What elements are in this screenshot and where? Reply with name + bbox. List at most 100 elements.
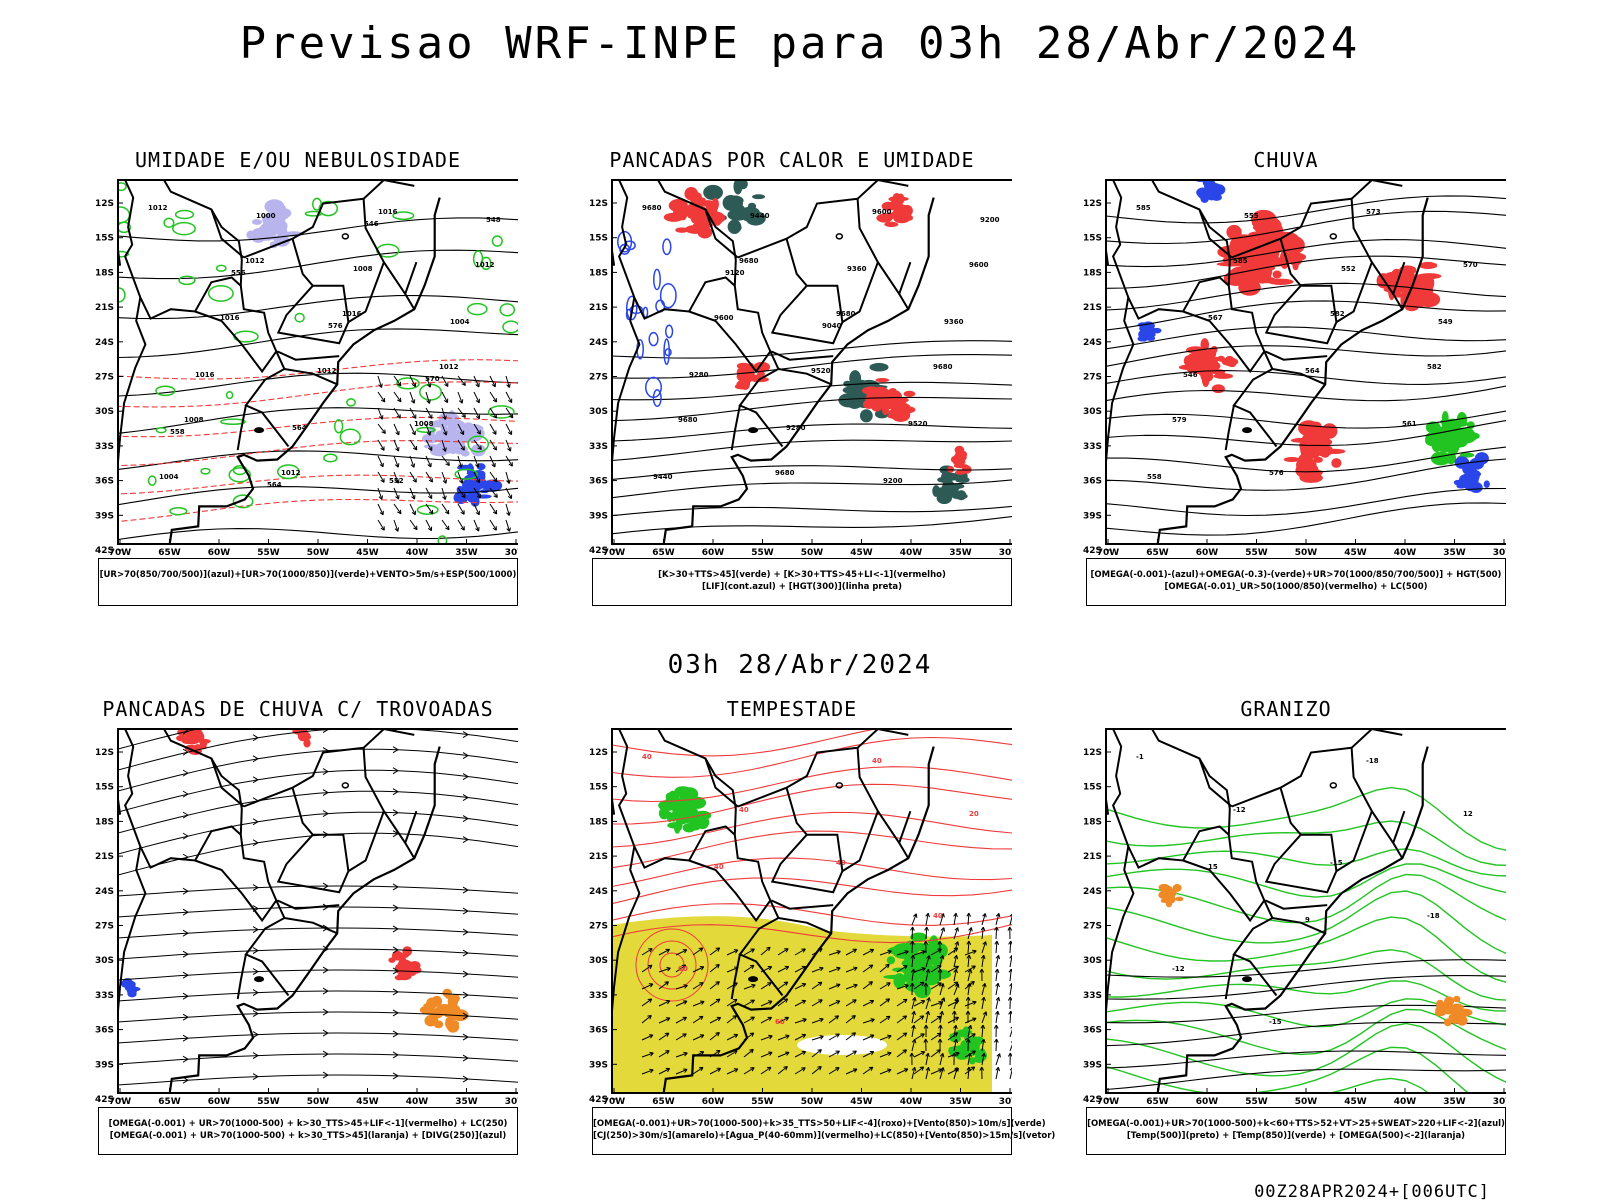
field-cell xyxy=(1419,262,1438,269)
map-umidade: 1012101210161012100810121016101210161012… xyxy=(78,176,518,556)
field-cell xyxy=(1204,363,1220,369)
lon-tick-label: 65W xyxy=(652,548,675,556)
lon-tick-label: 35W xyxy=(455,1097,478,1105)
lat-tick-label: 27S xyxy=(95,373,114,383)
lon-tick-label: 40W xyxy=(406,1097,429,1105)
lat-tick-label: 24S xyxy=(589,887,608,897)
lat-tick-label: 33S xyxy=(589,442,608,452)
coastline-west xyxy=(1066,741,1108,1093)
lon-tick-label: 70W xyxy=(109,548,132,556)
field-cell xyxy=(955,470,966,475)
field-cell xyxy=(1431,452,1451,466)
lon-tick-label: 30W xyxy=(505,548,518,556)
field-cell xyxy=(752,194,765,199)
contour-label: 558 xyxy=(170,428,185,436)
lat-tick-label: 18S xyxy=(589,268,608,278)
field-cell xyxy=(1417,292,1440,307)
contour-label: 1012 xyxy=(439,363,459,371)
coastline-west xyxy=(1066,192,1108,544)
contour-label: 552 xyxy=(389,477,404,485)
legend-line: [CJ(250)>30m/s](amarelo)+[Agua_P(40-60mm… xyxy=(593,1130,1011,1142)
contour-label: 60 xyxy=(775,1018,785,1026)
lon-tick-label: 60W xyxy=(208,1097,231,1105)
contour-label: 1008 xyxy=(184,416,204,424)
lake xyxy=(748,427,758,433)
lat-tick-label: 15S xyxy=(1083,783,1102,793)
lat-tick-label: 33S xyxy=(95,442,114,452)
lat-tick-label: 24S xyxy=(1083,887,1102,897)
lon-tick-label: 70W xyxy=(1097,548,1120,556)
lon-tick-label: 60W xyxy=(208,548,231,556)
contour-label: 9600 xyxy=(872,208,892,216)
lake xyxy=(748,976,758,982)
field-cell xyxy=(951,455,962,463)
field-cell xyxy=(734,224,741,231)
field-cell xyxy=(737,375,748,381)
lake xyxy=(254,427,264,433)
forecast-time: 03h 28/Abr/2024 xyxy=(0,650,1600,680)
lat-tick-label: 12S xyxy=(1083,748,1102,758)
field-cell xyxy=(446,995,459,999)
lon-tick-label: 55W xyxy=(257,1097,280,1105)
lat-tick-label: 36S xyxy=(1083,1026,1102,1036)
lat-tick-label: 15S xyxy=(589,234,608,244)
lon-tick-label: 60W xyxy=(1196,548,1219,556)
legend-line: [OMEGA(-0.01)_UR>50(1000/850)(vermelho) … xyxy=(1087,581,1505,593)
contour-label: 40 xyxy=(739,806,749,814)
field-cell xyxy=(703,185,723,200)
lon-tick-label: 65W xyxy=(1146,548,1169,556)
lat-tick-label: 30S xyxy=(1083,407,1102,417)
field-cell xyxy=(748,203,756,210)
field-cell xyxy=(265,223,280,232)
field-cell xyxy=(1424,275,1435,291)
field-cell xyxy=(1307,469,1323,476)
lat-tick-label: 30S xyxy=(589,956,608,966)
lat-tick-label: 24S xyxy=(1083,338,1102,348)
field-cell xyxy=(1322,423,1338,438)
field-cell xyxy=(955,477,969,483)
lat-tick-label: 33S xyxy=(1083,442,1102,452)
legend-line: [OMEGA(-0.001) + UR>70(1000-500) + k>30_… xyxy=(99,1130,517,1142)
lat-tick-label: 24S xyxy=(95,887,114,897)
contour-label: 585 xyxy=(1233,257,1248,265)
field-cell xyxy=(893,193,901,202)
contour-label: 9200 xyxy=(980,216,1000,224)
coastline-west xyxy=(572,192,614,544)
contour-label: 558 xyxy=(1147,473,1162,481)
lon-tick-label: 50W xyxy=(1295,1097,1318,1105)
contour-label: 564 xyxy=(1305,367,1320,375)
map-chuva: 5855855825825795765735705675645615585555… xyxy=(1066,176,1506,556)
field-cell xyxy=(1224,356,1234,367)
lat-tick-label: 27S xyxy=(95,922,114,932)
field-cell xyxy=(278,205,286,215)
field-cell xyxy=(1462,464,1476,476)
contour-label: 9520 xyxy=(908,420,928,428)
lat-tick-label: 12S xyxy=(1083,199,1102,209)
contour-label: 60 xyxy=(678,965,688,973)
contour-label: 1016 xyxy=(195,371,215,379)
legend-box: [OMEGA(-0.001)-(azul)+OMEGA(-0.3)-(verde… xyxy=(1086,558,1506,606)
lon-tick-label: 50W xyxy=(307,548,330,556)
lat-tick-label: 15S xyxy=(589,783,608,793)
field-cell xyxy=(956,464,969,468)
lat-tick-label: 27S xyxy=(589,373,608,383)
contour-label: 1012 xyxy=(475,261,495,269)
field-cell xyxy=(1212,384,1225,393)
lake xyxy=(1242,976,1252,982)
lat-tick-label: 15S xyxy=(95,783,114,793)
page-title: Previsao WRF-INPE para 03h 28/Abr/2024 xyxy=(0,18,1600,69)
lat-tick-label: 21S xyxy=(1083,303,1102,313)
contour-label: 570 xyxy=(1463,261,1478,269)
lon-tick-label: 55W xyxy=(1245,548,1268,556)
contour-label: 9440 xyxy=(750,212,770,220)
field-cell xyxy=(904,391,916,397)
lon-tick-label: 30W xyxy=(505,1097,518,1105)
panel-title: PANCADAS POR CALOR E UMIDADE xyxy=(572,148,1012,172)
lon-tick-label: 45W xyxy=(356,1097,379,1105)
lat-tick-label: 36S xyxy=(95,1026,114,1036)
